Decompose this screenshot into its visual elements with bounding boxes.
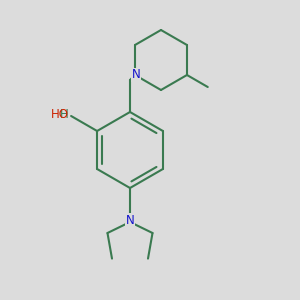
Text: N: N <box>132 68 140 82</box>
Text: H: H <box>60 109 69 122</box>
Text: HO: HO <box>51 109 69 122</box>
Text: N: N <box>126 214 134 226</box>
